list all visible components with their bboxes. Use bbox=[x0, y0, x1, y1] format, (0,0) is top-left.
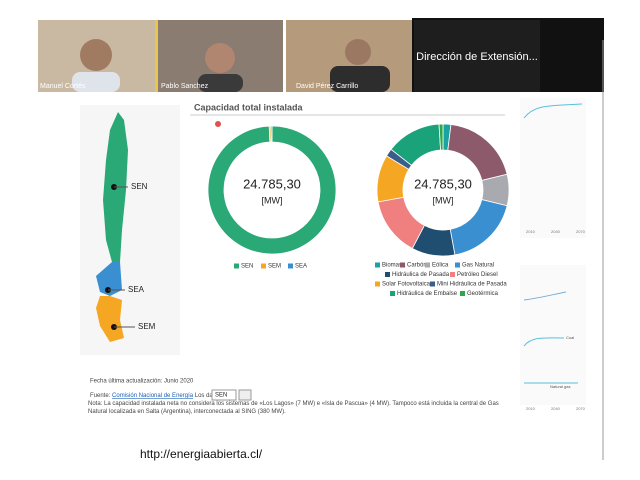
legend-label: Eólica bbox=[432, 263, 449, 269]
participant-name: Dirección de Extensión... bbox=[416, 51, 538, 63]
legend-swatch bbox=[375, 262, 380, 268]
legend-label: Biomasa bbox=[382, 263, 406, 269]
video-tile bbox=[414, 20, 540, 92]
thumbnail bbox=[520, 265, 586, 405]
thumb-year: 2010 bbox=[526, 229, 536, 234]
map-label: SEM bbox=[138, 322, 156, 331]
select[interactable] bbox=[211, 389, 237, 401]
thumb-year: 2040 bbox=[551, 229, 561, 234]
avatar bbox=[80, 39, 112, 71]
thumb-year: 2070 bbox=[576, 229, 586, 234]
active-speaker bbox=[155, 20, 158, 92]
cursor bbox=[215, 121, 221, 127]
center-value: 24.785,30 bbox=[414, 176, 472, 191]
thumb-label: Natural gas bbox=[550, 384, 570, 389]
map-sem bbox=[96, 296, 124, 342]
map-label: SEA bbox=[128, 285, 145, 294]
map-label: SEN bbox=[131, 182, 148, 191]
legend-swatch bbox=[375, 281, 380, 287]
thumb-label: Coal bbox=[566, 335, 574, 340]
source-prefix: Fuente: bbox=[90, 393, 111, 399]
legend-label: Geotérmica bbox=[467, 291, 499, 297]
avatar bbox=[72, 72, 120, 92]
legend-swatch bbox=[430, 281, 435, 287]
thumb-year: 2040 bbox=[551, 406, 561, 411]
legend-label: SEA bbox=[295, 264, 307, 270]
participant-name: Pablo Sanchez bbox=[161, 83, 209, 90]
avatar bbox=[198, 74, 243, 92]
thumb-year: 2070 bbox=[576, 406, 586, 411]
legend-label: SEM bbox=[268, 264, 281, 270]
legend-swatch bbox=[261, 263, 266, 269]
legend-swatch bbox=[460, 291, 465, 296]
avatar bbox=[330, 66, 390, 92]
legend-label: Hidráulica de Pasada bbox=[392, 272, 450, 278]
avatar bbox=[345, 39, 371, 65]
thumb-line bbox=[523, 337, 565, 347]
updated: Fecha última actualización: Junio 2020 bbox=[90, 379, 194, 385]
thumb-year: 2010 bbox=[526, 406, 536, 411]
select-value: SEN bbox=[215, 393, 227, 399]
legend-swatch bbox=[288, 263, 293, 269]
source: Fuente: Comisión Nacional de Energía Los… bbox=[90, 393, 223, 399]
panel-title: Capacidad total instalada bbox=[194, 102, 304, 112]
center-unit: [MW] bbox=[262, 195, 283, 205]
legend-swatch bbox=[234, 263, 239, 269]
map-sea bbox=[96, 262, 122, 296]
thumb-line bbox=[523, 103, 583, 119]
legend-swatch bbox=[390, 291, 395, 296]
donut-segment bbox=[438, 123, 444, 151]
thumb-years: 2010 2010 2040 2040 2070 2070 bbox=[526, 229, 586, 411]
legend-swatch bbox=[425, 262, 430, 268]
thumb-line bbox=[523, 291, 567, 301]
legend-label: Hidráulica de Embalse bbox=[397, 291, 458, 297]
thumbnail bbox=[520, 98, 586, 238]
legend-label: Petróleo Diesel bbox=[457, 272, 498, 278]
legend-swatch bbox=[455, 262, 460, 268]
legend-label: Carbón bbox=[407, 263, 427, 269]
legend-swatch bbox=[450, 272, 455, 277]
donut-segment bbox=[207, 125, 337, 255]
legend-label: Gas Natural bbox=[462, 263, 494, 269]
legend-label: SEN bbox=[241, 264, 253, 270]
download-button[interactable] bbox=[238, 389, 252, 401]
participant-name: David Pérez Carrillo bbox=[296, 83, 358, 90]
center-unit: [MW] bbox=[433, 195, 454, 205]
url: http://energiaabierta.cl/ bbox=[140, 447, 263, 461]
participant-name: Manuel Cortés bbox=[40, 83, 86, 90]
legend-label: Mini Hidráulica de Pasada bbox=[437, 282, 507, 288]
avatar bbox=[205, 43, 235, 73]
legend-swatch bbox=[400, 262, 405, 268]
note-box: Nota: La capacidad instalada neta no con… bbox=[88, 401, 499, 415]
donut-segment bbox=[270, 125, 273, 143]
source-link[interactable]: Comisión Nacional de Energía bbox=[112, 393, 194, 399]
center-value: 24.785,30 bbox=[243, 176, 301, 191]
data-label: Los datos: bbox=[195, 393, 223, 399]
note: Nota: La capacidad instalada neta no con… bbox=[88, 401, 499, 415]
legend-swatch bbox=[385, 272, 390, 277]
map-panel bbox=[80, 105, 180, 355]
legend-label: Solar Fotovoltaica bbox=[382, 282, 431, 288]
